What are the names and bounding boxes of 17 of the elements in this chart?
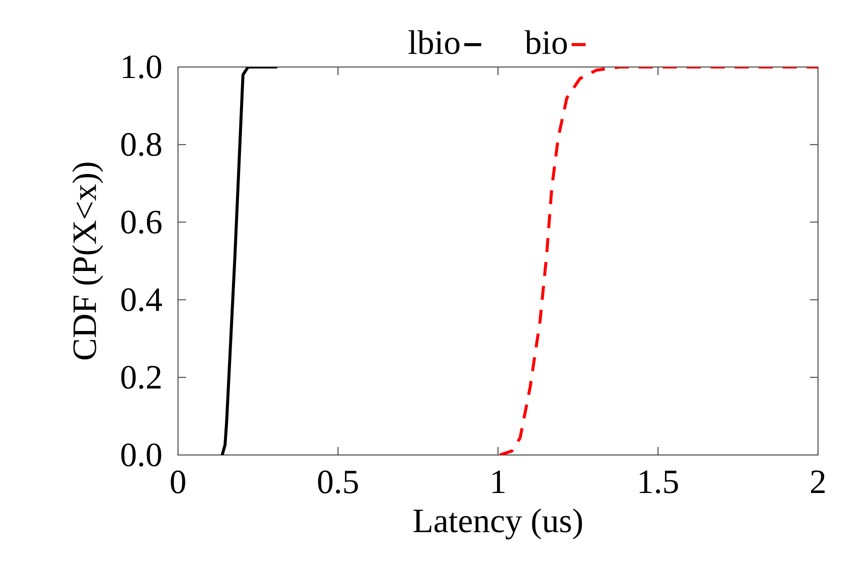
x-tick-label: 1.5 <box>640 470 678 494</box>
x-tick-label: 2 <box>811 470 825 494</box>
y-tick-label: 1.0 <box>122 55 162 79</box>
legend-label: bio <box>524 30 567 54</box>
line-series <box>220 66 279 455</box>
y-tick-label: 0.4 <box>121 288 162 312</box>
y-tick-label: 0.0 <box>121 443 162 467</box>
line-series <box>498 66 818 455</box>
legend-label: lbio <box>408 30 460 54</box>
y-tick-label: 0.2 <box>121 366 161 389</box>
y-axis-title: CDF (P(X<x)) <box>72 162 104 360</box>
y-tick-label: 0.6 <box>121 210 162 234</box>
x-tick-label: 1 <box>492 470 504 493</box>
x-axis-title: Latency (us) <box>414 508 582 540</box>
x-tick-label: 0.5 <box>318 470 358 494</box>
y-tick-label: 0.8 <box>121 133 162 156</box>
x-tick-label: 0 <box>170 470 186 494</box>
